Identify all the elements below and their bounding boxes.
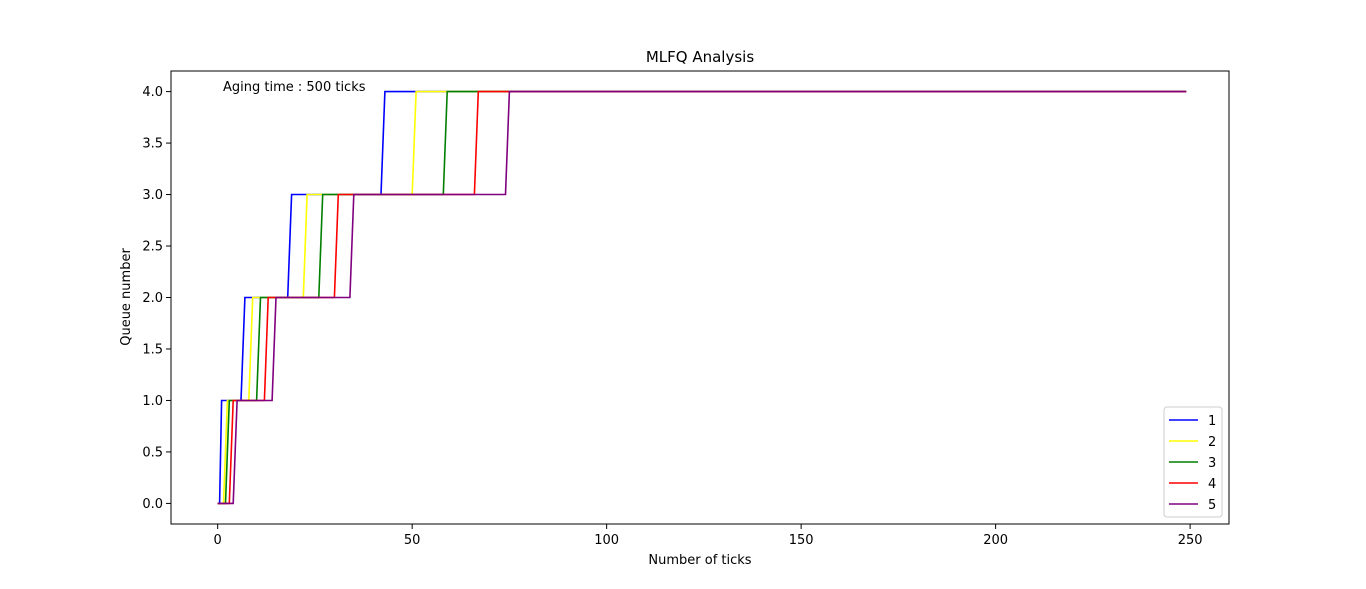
x-tick-label: 50 bbox=[404, 533, 421, 548]
y-tick-label: 3.0 bbox=[142, 188, 163, 203]
series-layer bbox=[217, 90, 1187, 505]
legend-label-1: 1 bbox=[1208, 414, 1216, 429]
legend: 1 2 3 4 5 bbox=[1163, 406, 1223, 518]
x-tick-label: 0 bbox=[214, 533, 222, 548]
y-axis-label: Queue number bbox=[119, 248, 134, 346]
series-line-4 bbox=[217, 90, 1187, 505]
y-tick-label: 2.5 bbox=[142, 240, 163, 255]
aging-time-annotation: Aging time : 500 ticks bbox=[223, 80, 366, 95]
series-line-2 bbox=[217, 90, 1187, 505]
x-axis-label: Number of ticks bbox=[648, 553, 751, 568]
y-tick-label: 1.5 bbox=[142, 342, 163, 357]
y-tick-label: 0.0 bbox=[142, 497, 163, 512]
x-tick-label: 150 bbox=[789, 533, 814, 548]
legend-label-5: 5 bbox=[1208, 498, 1216, 513]
legend-label-3: 3 bbox=[1208, 456, 1216, 471]
legend-label-2: 2 bbox=[1208, 435, 1216, 450]
chart-title: MLFQ Analysis bbox=[646, 48, 754, 66]
y-tick-label: 1.0 bbox=[142, 394, 163, 409]
plot-area bbox=[170, 70, 1230, 525]
y-tick-label: 0.5 bbox=[142, 445, 163, 460]
legend-label-4: 4 bbox=[1208, 477, 1216, 492]
y-tick-label: 4.0 bbox=[142, 85, 163, 100]
series-line-1 bbox=[217, 90, 1187, 505]
x-tick-label: 100 bbox=[594, 533, 619, 548]
x-tick-label: 250 bbox=[1178, 533, 1203, 548]
series-line-5 bbox=[217, 90, 1187, 505]
x-axis-ticks: 0 50 100 150 200 250 bbox=[214, 524, 1203, 548]
x-tick-label: 200 bbox=[983, 533, 1008, 548]
y-axis-ticks: 0.0 0.5 1.0 1.5 2.0 2.5 3.0 3.5 4.0 bbox=[142, 85, 171, 512]
series-line-3 bbox=[217, 90, 1187, 505]
y-tick-label: 2.0 bbox=[142, 291, 163, 306]
y-tick-label: 3.5 bbox=[142, 137, 163, 152]
